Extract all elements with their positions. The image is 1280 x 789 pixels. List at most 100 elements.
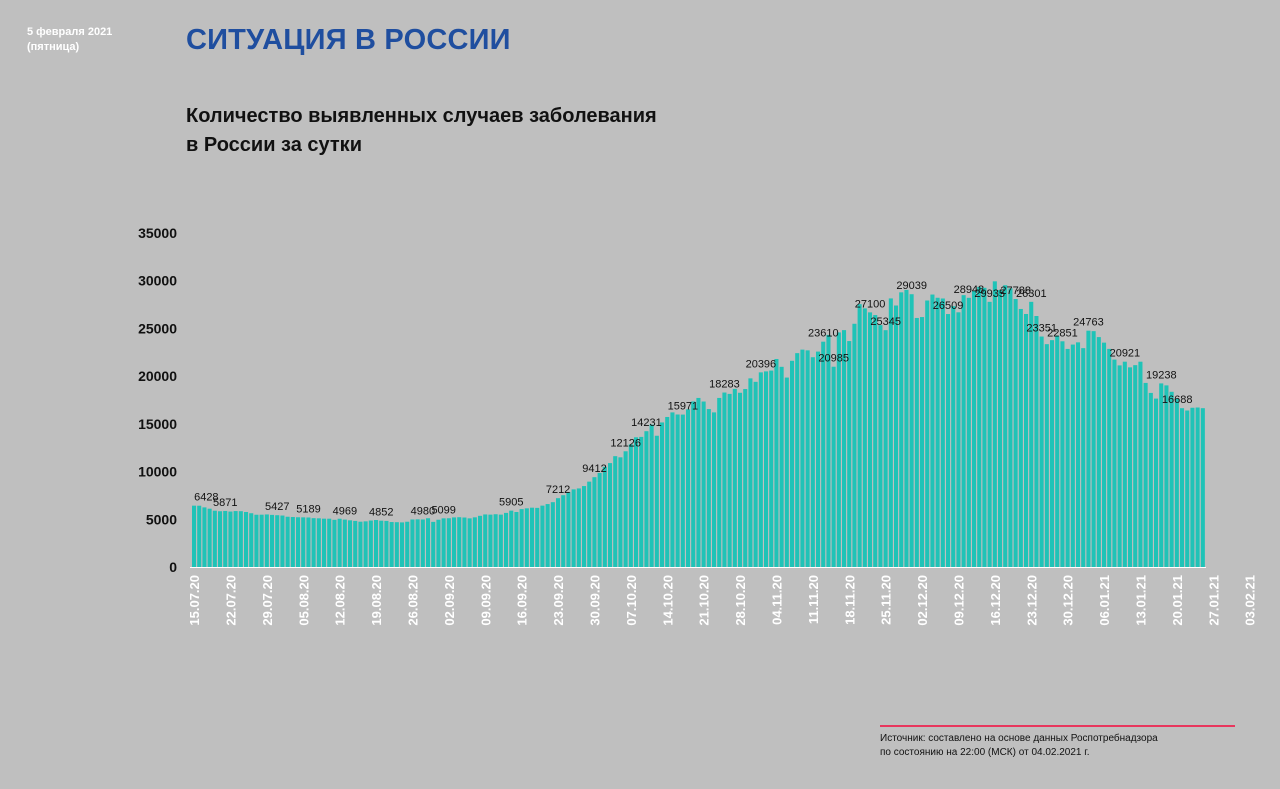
- bar: [1003, 285, 1008, 567]
- bar: [1060, 341, 1065, 567]
- bar: [478, 515, 483, 567]
- data-label: 20985: [818, 353, 849, 365]
- x-tick-label: 16.12.20: [988, 575, 1003, 626]
- y-tick-label: 0: [169, 559, 177, 575]
- bar: [613, 456, 618, 567]
- bar: [1128, 367, 1133, 567]
- bar: [992, 281, 997, 567]
- y-axis: 0 5000 10000 15000 20000 25000 30000 35000: [138, 225, 177, 575]
- bar: [1143, 382, 1148, 567]
- bar: [582, 486, 587, 567]
- data-label: 7212: [546, 484, 570, 496]
- data-label: 4852: [369, 507, 393, 519]
- bar: [888, 298, 893, 567]
- bar: [535, 507, 540, 567]
- bar: [634, 437, 639, 567]
- bar: [816, 351, 821, 567]
- bar: [244, 511, 249, 567]
- x-tick-label: 03.02.21: [1243, 575, 1258, 626]
- bar: [946, 314, 951, 567]
- bars: [192, 281, 1205, 567]
- x-tick-label: 30.09.20: [587, 575, 602, 626]
- x-tick-label: 23.12.20: [1024, 575, 1039, 626]
- y-tick-label: 5000: [146, 511, 177, 527]
- bar: [618, 457, 623, 567]
- bar: [1055, 335, 1060, 567]
- bar: [660, 422, 665, 567]
- data-label: 23351: [1026, 323, 1057, 335]
- bar: [228, 511, 233, 567]
- bar: [1096, 337, 1101, 567]
- bar: [1180, 408, 1185, 567]
- bar: [836, 332, 841, 567]
- bar: [1024, 313, 1029, 567]
- data-label: 25345: [870, 316, 901, 328]
- bar: [348, 520, 353, 567]
- data-label: 16688: [1162, 394, 1193, 406]
- bar: [389, 522, 394, 567]
- bar: [394, 522, 399, 567]
- data-label: 5189: [296, 503, 320, 515]
- bar: [712, 412, 717, 567]
- bar: [1159, 383, 1164, 567]
- bar: [670, 412, 675, 567]
- bar: [353, 520, 358, 567]
- bar: [322, 518, 327, 567]
- bar: [951, 306, 956, 567]
- data-label: 23610: [808, 328, 839, 340]
- bar: [1169, 391, 1174, 567]
- bar: [1102, 342, 1107, 567]
- data-label: 9412: [582, 463, 606, 475]
- bar: [223, 510, 228, 567]
- bar: [197, 505, 202, 567]
- bar: [400, 522, 405, 567]
- x-tick-label: 22.07.20: [223, 575, 238, 626]
- x-tick-label: 09.12.20: [951, 575, 966, 626]
- x-tick-label: 09.09.20: [478, 575, 493, 626]
- bar: [498, 514, 503, 567]
- bar: [665, 416, 670, 567]
- bar: [202, 507, 207, 567]
- bar: [1117, 365, 1122, 567]
- bar: [446, 518, 451, 567]
- bar: [441, 518, 446, 567]
- x-tick-label: 02.09.20: [442, 575, 457, 626]
- bar: [1044, 344, 1049, 567]
- bar: [878, 325, 883, 567]
- bar: [722, 392, 727, 567]
- bar: [774, 358, 779, 567]
- source-line1: Источник: составлено на основе данных Ро…: [880, 733, 1158, 744]
- bar: [368, 520, 373, 567]
- bar: [857, 304, 862, 567]
- data-label: 27100: [855, 298, 886, 310]
- bar: [966, 297, 971, 567]
- x-tick-label: 26.08.20: [405, 575, 420, 626]
- bar: [847, 341, 852, 567]
- bar: [805, 350, 810, 567]
- source-line2: по состоянию на 22:00 (МСК) от 04.02.202…: [880, 747, 1090, 758]
- bar: [363, 521, 368, 567]
- bar: [1065, 348, 1070, 567]
- bar: [431, 521, 436, 567]
- bar: [1200, 408, 1205, 567]
- x-tick-label: 19.08.20: [369, 575, 384, 626]
- bar: [207, 508, 212, 567]
- bar: [316, 518, 321, 567]
- bar: [410, 519, 415, 567]
- x-tick-label: 18.11.20: [842, 575, 857, 625]
- bar: [940, 298, 945, 567]
- bar: [696, 397, 701, 567]
- data-label: 27788: [1000, 285, 1031, 297]
- x-tick-label: 14.10.20: [660, 575, 675, 626]
- bar: [1195, 407, 1200, 567]
- data-label: 12126: [610, 437, 641, 449]
- x-tick-label: 16.09.20: [515, 575, 530, 626]
- bar: [218, 511, 223, 567]
- report-date: 5 февраля 2021 (пятница): [27, 25, 112, 55]
- bar: [1122, 361, 1127, 567]
- y-tick-label: 10000: [138, 464, 177, 480]
- data-label: 4980: [411, 505, 435, 517]
- x-tick-label: 30.12.20: [1061, 575, 1076, 626]
- bar: [1070, 344, 1075, 567]
- x-tick-label: 06.01.21: [1097, 575, 1112, 626]
